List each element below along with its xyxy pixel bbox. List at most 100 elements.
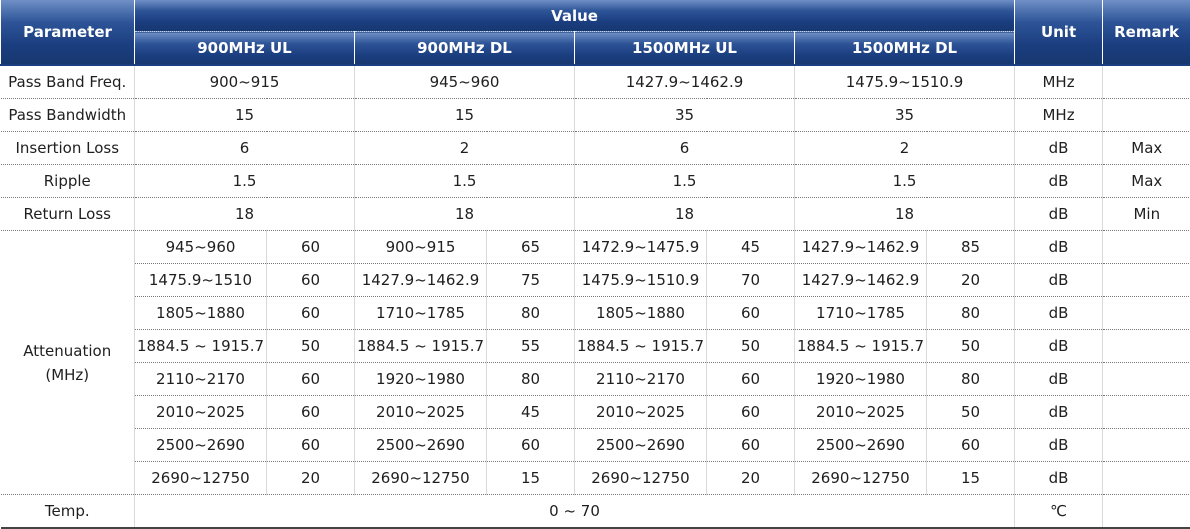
attenuation-value: 20 (706, 461, 795, 495)
value-cell: 35 (793, 98, 1015, 132)
attenuation-row: 1475.9~1510 60 1427.9~1462.9 75 1475.9~1… (1, 263, 1190, 297)
attenuation-freq: 2690~12750 (574, 461, 707, 495)
unit-cell: dB (1014, 461, 1103, 495)
table-row: Pass Band Freq. 900~915 945~960 1427.9~1… (0, 64, 1190, 99)
unit-cell: dB (1014, 230, 1103, 264)
remark-cell (1102, 362, 1190, 396)
row-parameter: Insertion Loss (0, 131, 135, 165)
attenuation-freq: 2500~2690 (354, 428, 487, 462)
attenuation-value: 60 (266, 428, 355, 462)
remark-cell (1102, 461, 1190, 495)
unit-cell: dB (1014, 131, 1103, 165)
value-cell: 1.5 (793, 164, 1015, 198)
unit-cell: dB (1014, 197, 1103, 231)
attenuation-freq: 2500~2690 (794, 428, 927, 462)
attenuation-freq: 1920~1980 (794, 362, 927, 396)
attenuation-freq: 1710~1785 (354, 296, 487, 330)
remark-cell (1102, 64, 1190, 99)
attenuation-freq: 1475.9~1510.9 (574, 263, 707, 297)
value-cell: 1.5 (354, 164, 575, 198)
header-band-900dl: 900MHz DL (354, 31, 575, 65)
remark-cell (1102, 296, 1190, 330)
attenuation-freq: 2500~2690 (134, 428, 267, 462)
value-cell: 6 (574, 131, 795, 165)
unit-cell: dB (1014, 329, 1103, 363)
attenuation-value: 80 (925, 296, 1015, 330)
attenuation-freq: 945~960 (134, 230, 267, 264)
attenuation-freq: 1710~1785 (794, 296, 927, 330)
remark-cell: Min (1102, 197, 1190, 231)
attenuation-freq: 1805~1880 (134, 296, 267, 330)
row-parameter: Return Loss (0, 197, 135, 231)
attenuation-value: 60 (266, 395, 355, 429)
attenuation-freq: 1884.5 ~ 1915.7 (574, 329, 707, 363)
attenuation-value: 60 (706, 362, 795, 396)
attenuation-row: 2500~2690 60 2500~2690 60 2500~2690 60 2… (1, 428, 1190, 462)
header-unit: Unit (1014, 0, 1104, 65)
header-value: Value (133, 0, 1016, 32)
attenuation-row: 1805~1880 60 1710~1785 80 1805~1880 60 1… (1, 296, 1190, 330)
value-cell: 1.5 (134, 164, 355, 198)
attenuation-freq: 2110~2170 (134, 362, 267, 396)
attenuation-value: 45 (706, 230, 795, 264)
value-cell: 18 (793, 197, 1015, 231)
attenuation-freq: 2690~12750 (354, 461, 487, 495)
attenuation-freq: 2010~2025 (574, 395, 707, 429)
value-cell: 1427.9~1462.9 (574, 64, 795, 99)
value-cell: 6 (134, 131, 355, 165)
attenuation-freq: 2690~12750 (794, 461, 927, 495)
attenuation-value: 60 (706, 395, 795, 429)
unit-cell: MHz (1014, 64, 1103, 99)
attenuation-freq: 2010~2025 (354, 395, 487, 429)
attenuation-freq: 1472.9~1475.9 (574, 230, 707, 264)
table-header: Parameter Value Unit Remark 900MHz UL 90… (0, 0, 1190, 65)
attenuation-parameter: Attenuation (MHz) (0, 230, 135, 495)
value-cell: 1.5 (574, 164, 795, 198)
temp-row: Temp. 0 ~ 70 ℃ (0, 494, 1190, 529)
attenuation-value: 50 (925, 329, 1015, 363)
attenuation-value: 15 (925, 461, 1015, 495)
attenuation-freq: 2690~12750 (134, 461, 267, 495)
attenuation-value: 20 (925, 263, 1015, 297)
remark-cell (1102, 263, 1190, 297)
attenuation-freq: 1884.5 ~ 1915.7 (354, 329, 487, 363)
table-row: Ripple 1.5 1.5 1.5 1.5 dB Max (0, 164, 1190, 198)
attenuation-value: 65 (486, 230, 575, 264)
attenuation-value: 60 (706, 296, 795, 330)
attenuation-value: 45 (486, 395, 575, 429)
unit-cell: MHz (1014, 98, 1103, 132)
attenuation-freq: 1884.5 ~ 1915.7 (794, 329, 927, 363)
attenuation-row: 2690~12750 20 2690~12750 15 2690~12750 2… (1, 461, 1190, 495)
attenuation-value: 60 (706, 428, 795, 462)
value-cell: 2 (793, 131, 1015, 165)
value-cell: 1475.9~1510.9 (793, 64, 1015, 99)
attenuation-freq: 1884.5 ~ 1915.7 (134, 329, 267, 363)
remark-cell: Max (1102, 131, 1190, 165)
attenuation-freq: 2010~2025 (134, 395, 267, 429)
attenuation-freq: 1427.9~1462.9 (794, 263, 927, 297)
header-band-1500dl: 1500MHz DL (793, 31, 1016, 65)
header-band-1500ul: 1500MHz UL (574, 31, 795, 65)
remark-cell (1102, 494, 1190, 529)
value-cell: 2 (354, 131, 575, 165)
attenuation-value: 15 (486, 461, 575, 495)
value-cell: 900~915 (134, 64, 355, 99)
remark-cell (1102, 329, 1190, 363)
remark-cell (1102, 98, 1190, 132)
value-cell: 18 (354, 197, 575, 231)
attenuation-freq: 1805~1880 (574, 296, 707, 330)
header-remark: Remark (1102, 0, 1190, 65)
unit-cell: dB (1014, 263, 1103, 297)
attenuation-row: 2110~2170 60 1920~1980 80 2110~2170 60 1… (1, 362, 1190, 396)
value-cell: 945~960 (354, 64, 575, 99)
attenuation-row: 1884.5 ~ 1915.7 50 1884.5 ~ 1915.7 55 18… (1, 329, 1190, 363)
attenuation-label: Attenuation (23, 341, 112, 360)
attenuation-value: 60 (266, 296, 355, 330)
attenuation-value: 75 (486, 263, 575, 297)
attenuation-value: 80 (486, 296, 575, 330)
attenuation-value: 50 (706, 329, 795, 363)
attenuation-value: 80 (486, 362, 575, 396)
attenuation-freq: 2110~2170 (574, 362, 707, 396)
remark-cell: Max (1102, 164, 1190, 198)
